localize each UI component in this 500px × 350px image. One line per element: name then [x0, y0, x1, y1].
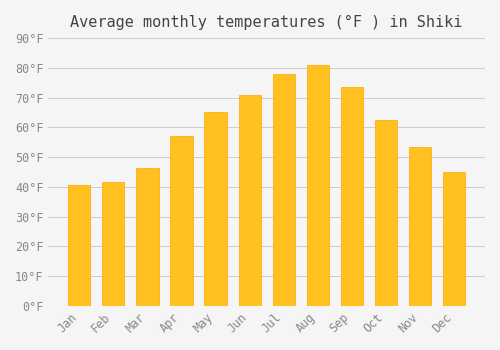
Bar — [306, 65, 329, 306]
Bar — [204, 112, 227, 306]
Bar — [136, 168, 158, 306]
Bar — [341, 87, 363, 306]
Bar — [272, 74, 295, 306]
Bar — [409, 147, 431, 306]
Bar — [443, 172, 465, 306]
Bar — [102, 182, 124, 306]
Bar — [68, 186, 90, 306]
Bar — [238, 94, 260, 306]
Bar — [375, 120, 397, 306]
Bar — [170, 136, 192, 306]
Title: Average monthly temperatures (°F ) in Shiki: Average monthly temperatures (°F ) in Sh… — [70, 15, 463, 30]
